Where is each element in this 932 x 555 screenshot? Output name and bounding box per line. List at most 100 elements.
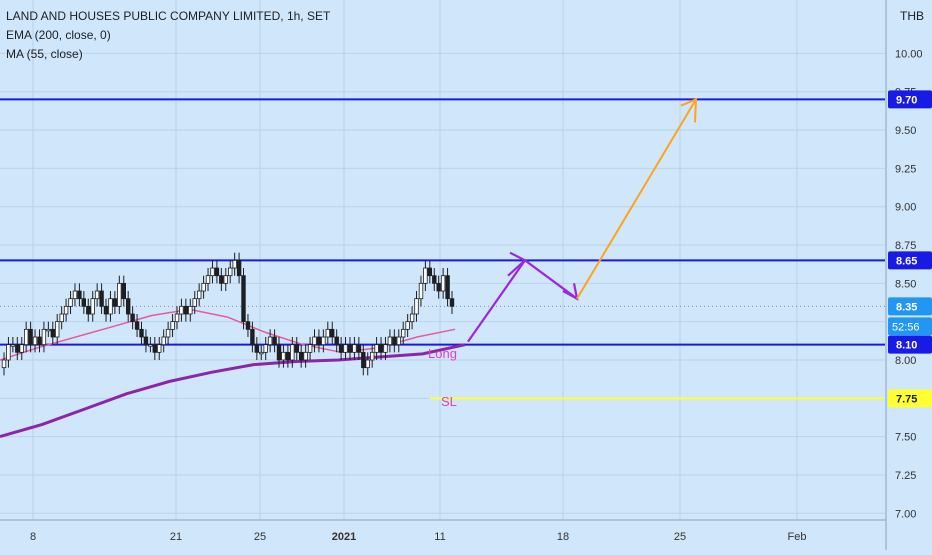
candle-body [6, 344, 11, 361]
price-tick-label: 7.50 [895, 432, 916, 444]
candle-body [392, 336, 397, 346]
candle-body [316, 336, 322, 346]
time-tick-label: Feb [788, 531, 807, 543]
chart-title: LAND AND HOUSES PUBLIC COMPANY LIMITED, … [6, 9, 331, 23]
candle-body [427, 267, 432, 277]
candle-body [259, 351, 264, 355]
candle-body [134, 321, 140, 330]
candle-body [130, 313, 135, 323]
annotation-labels: Long SL [428, 346, 457, 409]
candles [1, 252, 455, 376]
candle-body [1, 359, 7, 369]
candle-body [369, 351, 375, 361]
candle-body [94, 290, 100, 300]
candle-body [334, 336, 339, 346]
candle-body [37, 336, 42, 346]
candle-body [103, 305, 109, 315]
candle-body [108, 298, 113, 315]
candle-body [148, 344, 153, 347]
chart-legend: LAND AND HOUSES PUBLIC COMPANY LIMITED, … [6, 9, 331, 61]
price-tick-label: 7.25 [895, 470, 916, 482]
level-badge-label: 8.65 [896, 255, 917, 267]
candle-body [15, 344, 20, 353]
candle-body [272, 336, 277, 346]
candle-body [405, 321, 410, 330]
candle-body [152, 344, 157, 353]
level-badge-label: 8.10 [896, 340, 917, 352]
candle-body [219, 275, 224, 284]
candle-body [183, 305, 189, 315]
price-tick-label: 9.00 [895, 202, 916, 214]
candle-body [267, 336, 273, 346]
candle-body [303, 351, 308, 361]
candle-body [117, 282, 122, 307]
candle-body [440, 275, 446, 292]
candle-body [59, 313, 64, 323]
candle-body [179, 305, 184, 315]
candle-body [378, 344, 384, 353]
time-tick-label: 8 [30, 531, 36, 543]
candle-body [329, 328, 335, 338]
time-axis: 8 21 25 2021 11 18 25 Feb [30, 531, 807, 543]
candle-body [352, 344, 357, 353]
indicator-lines [0, 308, 466, 439]
price-tick-label: 8.75 [895, 240, 916, 252]
candle-body [254, 344, 259, 353]
sl-label: SL [441, 394, 457, 409]
candle-body [170, 321, 175, 330]
candle-body [400, 328, 406, 338]
candle-body [445, 275, 450, 300]
arrow-head-up-purple [507, 251, 527, 277]
candle-body [23, 328, 29, 346]
last-price-label: 8.35 [896, 301, 917, 313]
candle-body [90, 298, 95, 315]
candle-body [361, 351, 366, 369]
candle-body [250, 328, 255, 346]
candle-body [50, 328, 55, 338]
last-price-badge [888, 297, 932, 316]
candle-body [365, 359, 370, 369]
candle-body [188, 305, 193, 315]
candle-body [414, 298, 419, 315]
level-badge-8.65 [888, 251, 932, 270]
candle-body [312, 336, 317, 346]
candle-body [436, 282, 441, 292]
candle-body [165, 328, 171, 338]
price-tick-label: 8.00 [895, 355, 916, 367]
ma-legend: MA (55, close) [6, 47, 83, 61]
candle-body [281, 351, 286, 361]
candle-body [294, 344, 299, 353]
candle-body [41, 328, 47, 346]
candle-body [126, 298, 131, 315]
candle-body [263, 344, 268, 353]
candle-body [86, 305, 91, 315]
candle-body [214, 267, 220, 277]
candle-body [241, 275, 246, 323]
candle-body [307, 344, 313, 353]
candle-body [55, 321, 60, 338]
candle-body [32, 336, 38, 346]
candle-body [81, 298, 86, 307]
candle-body [245, 321, 251, 330]
candle-body [201, 282, 206, 292]
candle-body [423, 267, 428, 284]
candle-body [192, 298, 197, 307]
candle-body [223, 275, 228, 284]
candle-body [139, 328, 144, 338]
arrow-head-down-purple [562, 283, 579, 301]
countdown-badge [888, 317, 932, 336]
price-tick-label: 7.00 [895, 508, 916, 520]
candle-body [343, 344, 348, 353]
candle-body [28, 328, 33, 346]
arrow-head-orange [680, 97, 698, 123]
countdown-label: 52:56 [892, 321, 920, 333]
candle-body [196, 290, 202, 300]
candle-body [432, 275, 437, 284]
candle-body [418, 282, 424, 300]
ema-line [0, 343, 466, 439]
long-label: Long [428, 346, 457, 361]
candle-body [285, 351, 291, 361]
projection-path-orange [576, 98, 697, 300]
